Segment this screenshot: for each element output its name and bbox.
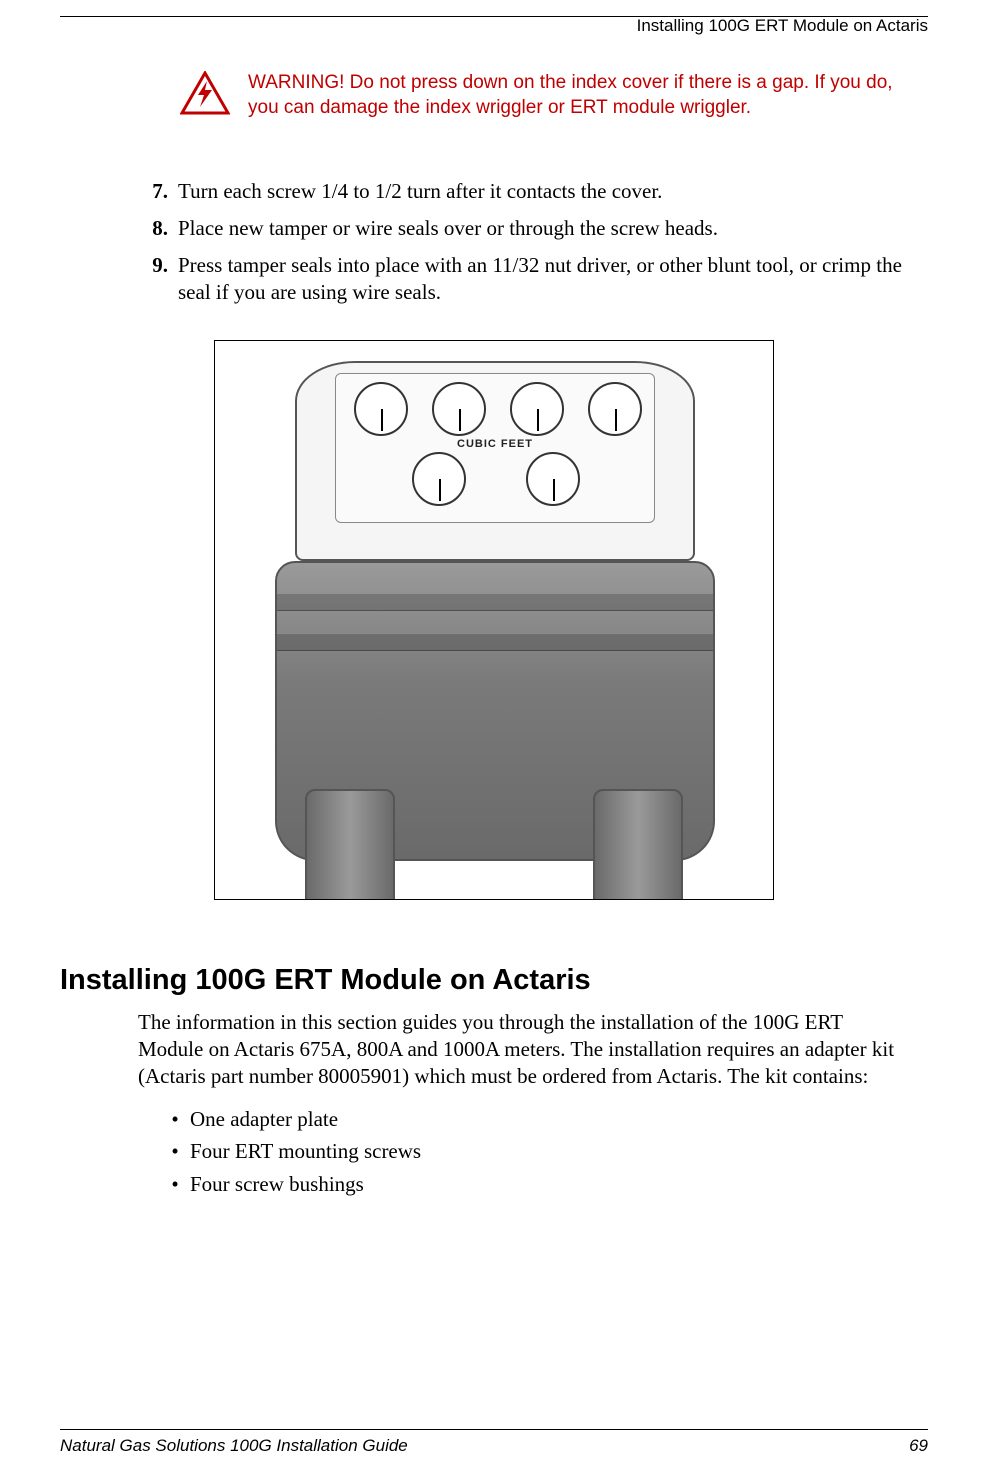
step-number: 7. bbox=[140, 178, 178, 205]
step-text: Place new tamper or wire seals over or t… bbox=[178, 215, 908, 242]
bullet-icon: • bbox=[160, 1106, 190, 1133]
page-number: 69 bbox=[909, 1436, 928, 1456]
warning-block: WARNING! Do not press down on the index … bbox=[180, 71, 898, 120]
bullet-text: One adapter plate bbox=[190, 1106, 338, 1133]
list-item: 8. Place new tamper or wire seals over o… bbox=[140, 215, 908, 242]
step-text: Press tamper seals into place with an 11… bbox=[178, 252, 908, 306]
section-paragraph: The information in this section guides y… bbox=[138, 1009, 908, 1090]
meter-dial-face: CUBIC FEET bbox=[335, 373, 655, 523]
list-item: 7. Turn each screw 1/4 to 1/2 turn after… bbox=[140, 178, 908, 205]
meter-dial-icon bbox=[412, 452, 466, 506]
list-item: • Four ERT mounting screws bbox=[160, 1138, 928, 1165]
step-number: 8. bbox=[140, 215, 178, 242]
step-text: Turn each screw 1/4 to 1/2 turn after it… bbox=[178, 178, 908, 205]
meter-ridge bbox=[277, 593, 713, 611]
list-item: • One adapter plate bbox=[160, 1106, 928, 1133]
meter-ridge bbox=[277, 633, 713, 651]
meter-dial-icon bbox=[526, 452, 580, 506]
meter-dial-icon bbox=[432, 382, 486, 436]
numbered-step-list: 7. Turn each screw 1/4 to 1/2 turn after… bbox=[140, 178, 908, 306]
footer-rule bbox=[60, 1429, 928, 1430]
meter-pipe-right bbox=[593, 789, 683, 900]
warning-high-voltage-icon bbox=[180, 71, 238, 120]
bullet-icon: • bbox=[160, 1138, 190, 1165]
meter-dial-icon bbox=[588, 382, 642, 436]
list-item: • Four screw bushings bbox=[160, 1171, 928, 1198]
section-heading: Installing 100G ERT Module on Actaris bbox=[60, 964, 928, 997]
bullet-icon: • bbox=[160, 1171, 190, 1198]
meter-figure: CUBIC FEET bbox=[214, 340, 774, 900]
step-number: 9. bbox=[140, 252, 178, 279]
meter-dial-icon bbox=[510, 382, 564, 436]
bullet-list: • One adapter plate • Four ERT mounting … bbox=[160, 1106, 928, 1199]
cubic-feet-label: CUBIC FEET bbox=[336, 438, 654, 450]
meter-dial-icon bbox=[354, 382, 408, 436]
footer-title: Natural Gas Solutions 100G Installation … bbox=[60, 1436, 408, 1456]
bullet-text: Four screw bushings bbox=[190, 1171, 364, 1198]
running-header: Installing 100G ERT Module on Actaris bbox=[637, 16, 928, 36]
list-item: 9. Press tamper seals into place with an… bbox=[140, 252, 908, 306]
warning-text: WARNING! Do not press down on the index … bbox=[238, 71, 898, 120]
bullet-text: Four ERT mounting screws bbox=[190, 1138, 421, 1165]
meter-pipe-left bbox=[305, 789, 395, 900]
